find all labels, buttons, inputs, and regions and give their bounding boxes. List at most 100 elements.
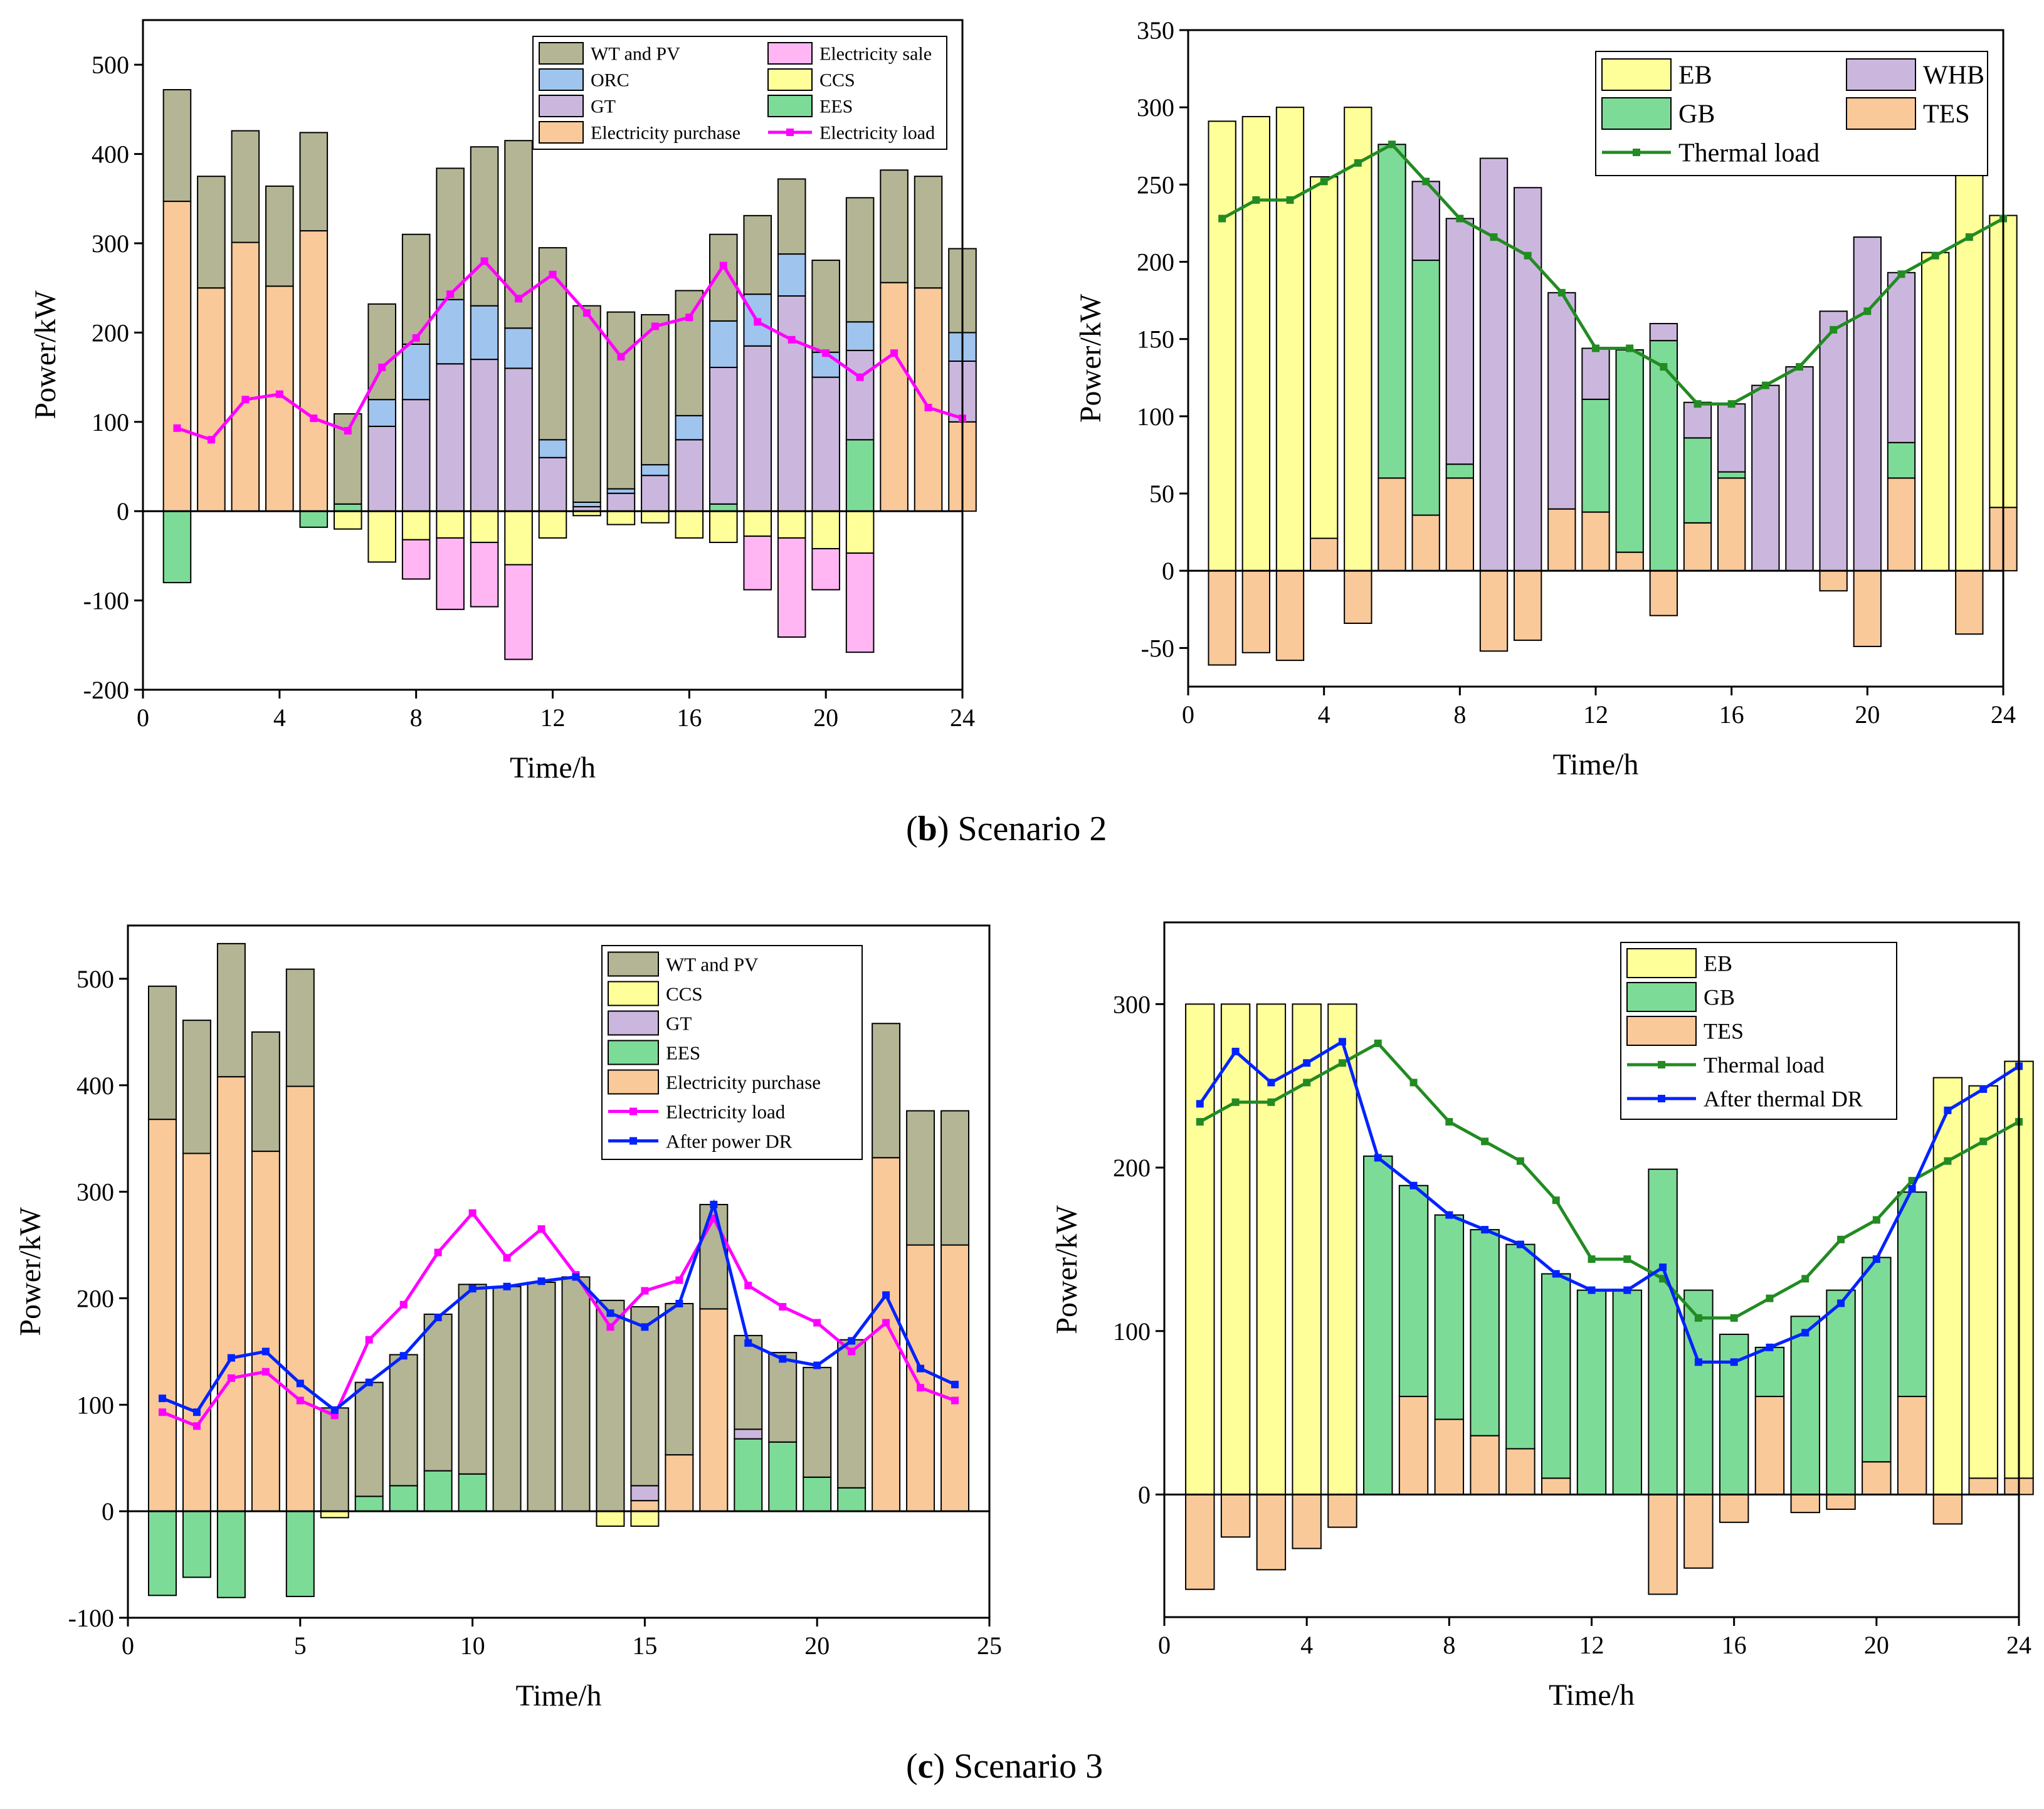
- bar-tes: [1853, 570, 1882, 647]
- legend-swatch-ees: [608, 1040, 659, 1065]
- bar-gt: [504, 367, 533, 512]
- marker-thermal-load: [1931, 251, 1939, 260]
- marker-after-thermal-dr: [1659, 1263, 1667, 1272]
- legend-label-after-thermal-dr: After thermal DR: [1704, 1087, 1863, 1112]
- bar-electricity-sale: [743, 535, 772, 591]
- bar-gt: [367, 425, 396, 512]
- marker-thermal-load: [1730, 1314, 1738, 1322]
- y-tick-label: 300: [92, 229, 129, 258]
- legend-swatch-electricity-sale: [767, 42, 813, 65]
- bar-wt-and-pv: [641, 314, 670, 466]
- bar-electricity-purchase: [265, 285, 294, 512]
- marker-thermal-load: [1766, 1294, 1774, 1302]
- bar-ees: [333, 503, 362, 512]
- bar-ccs: [333, 510, 362, 530]
- marker-after-thermal-dr: [1694, 1358, 1702, 1366]
- bar-wt-and-pv: [299, 132, 329, 232]
- y-axis-label: Power/kW: [14, 1207, 47, 1336]
- marker-after-power-dr: [537, 1277, 545, 1285]
- bar-tes: [1897, 1396, 1927, 1495]
- bar-wt-and-pv: [665, 1302, 694, 1456]
- marker-electricity-load: [503, 1253, 511, 1262]
- marker-after-thermal-dr: [1481, 1226, 1489, 1234]
- bar-gb: [1887, 441, 1916, 479]
- bar-wt-and-pv: [837, 1339, 867, 1489]
- marker-after-power-dr: [882, 1291, 890, 1299]
- marker-after-power-dr: [675, 1299, 683, 1307]
- x-tick-label: 20: [813, 704, 838, 732]
- marker-electricity-load: [882, 1319, 890, 1327]
- bar-orc: [436, 298, 465, 365]
- x-tick-label: 4: [273, 704, 286, 732]
- bar-ccs: [630, 1511, 660, 1527]
- marker-after-power-dr: [330, 1406, 339, 1414]
- marker-electricity-load: [480, 257, 488, 265]
- bar-wt-and-pv: [251, 1031, 280, 1152]
- legend-marker-thermal-load: [1633, 149, 1640, 156]
- marker-thermal-load: [1626, 344, 1634, 352]
- marker-electricity-load: [675, 1276, 683, 1284]
- marker-after-power-dr: [296, 1379, 304, 1388]
- marker-thermal-load: [1231, 1098, 1240, 1106]
- bar-tes: [1819, 570, 1848, 592]
- marker-electricity-load: [754, 318, 762, 326]
- bar-tes: [1241, 570, 1270, 653]
- plot-area: [1188, 107, 2018, 666]
- bar-gt: [777, 295, 806, 512]
- bar-wt-and-pv: [596, 1299, 625, 1512]
- bar-whb: [1887, 272, 1916, 443]
- bar-electricity-purchase: [665, 1454, 694, 1512]
- bar-ees: [458, 1473, 487, 1512]
- x-tick-label: 8: [410, 704, 423, 732]
- bar-wt-and-pv: [734, 1334, 763, 1430]
- bar-orc: [845, 321, 875, 351]
- marker-after-power-dr: [710, 1200, 718, 1208]
- marker-thermal-load: [1659, 1275, 1667, 1283]
- bar-gb: [1683, 437, 1712, 524]
- marker-after-thermal-dr: [1908, 1184, 1916, 1193]
- bar-gt: [709, 366, 738, 505]
- legend-swatch-electricity-purchase: [539, 121, 584, 144]
- bar-gb: [1790, 1316, 1820, 1495]
- legend: EB GB TES Thermal load After thermal DR: [1620, 942, 1897, 1120]
- marker-thermal-load: [1872, 1216, 1880, 1224]
- chart-s3-therm: 0 100 200 300 0 4 8 12 16 20 24 Time/h Power/kW EB GB T…: [1050, 921, 2034, 1712]
- legend-swatch-electricity-purchase: [608, 1069, 659, 1095]
- plot-area: [143, 89, 977, 660]
- marker-electricity-load: [275, 390, 283, 398]
- bar-ccs: [504, 510, 533, 566]
- marker-electricity-load: [641, 1287, 649, 1295]
- marker-after-thermal-dr: [1588, 1286, 1596, 1294]
- marker-after-power-dr: [641, 1323, 649, 1331]
- legend-label-thermal-load: Thermal load: [1678, 139, 1820, 168]
- x-tick-label: 12: [1579, 1631, 1604, 1659]
- bar-gt: [734, 1428, 763, 1440]
- y-tick-label: 300: [1137, 93, 1174, 122]
- bar-ccs: [777, 510, 806, 539]
- y-axis-label: Power/kW: [1050, 1205, 1083, 1334]
- caption-text: Scenario 2: [957, 810, 1107, 848]
- y-tick-label: 100: [1137, 403, 1174, 431]
- bar-wt-and-pv: [606, 311, 636, 490]
- bar-wt-and-pv: [914, 176, 943, 289]
- bar-gb: [1754, 1346, 1785, 1398]
- bar-ees: [768, 1441, 798, 1512]
- legend-swatch-orc: [539, 68, 584, 91]
- bar-ees: [389, 1485, 418, 1512]
- bar-ccs: [811, 510, 840, 550]
- x-tick-label: 5: [294, 1632, 307, 1660]
- bar-tes: [1968, 1477, 1998, 1495]
- legend: WT and PV Electricity sale ORC CCS GT EES Elec…: [532, 36, 947, 150]
- bar-wt-and-pv: [777, 178, 806, 255]
- bar-tes: [1648, 1494, 1678, 1595]
- y-tick-label: 100: [76, 1391, 114, 1419]
- bar-orc: [675, 414, 704, 441]
- legend-label-ccs: CCS: [666, 983, 703, 1005]
- legend-swatch-ccs: [608, 981, 659, 1006]
- marker-thermal-load: [1320, 177, 1328, 186]
- bar-gb: [1717, 471, 1746, 479]
- legend-label-ees: EES: [666, 1042, 700, 1063]
- bar-ccs: [845, 510, 875, 554]
- bar-eb: [1955, 170, 1984, 572]
- bar-wt-and-pv: [231, 130, 260, 243]
